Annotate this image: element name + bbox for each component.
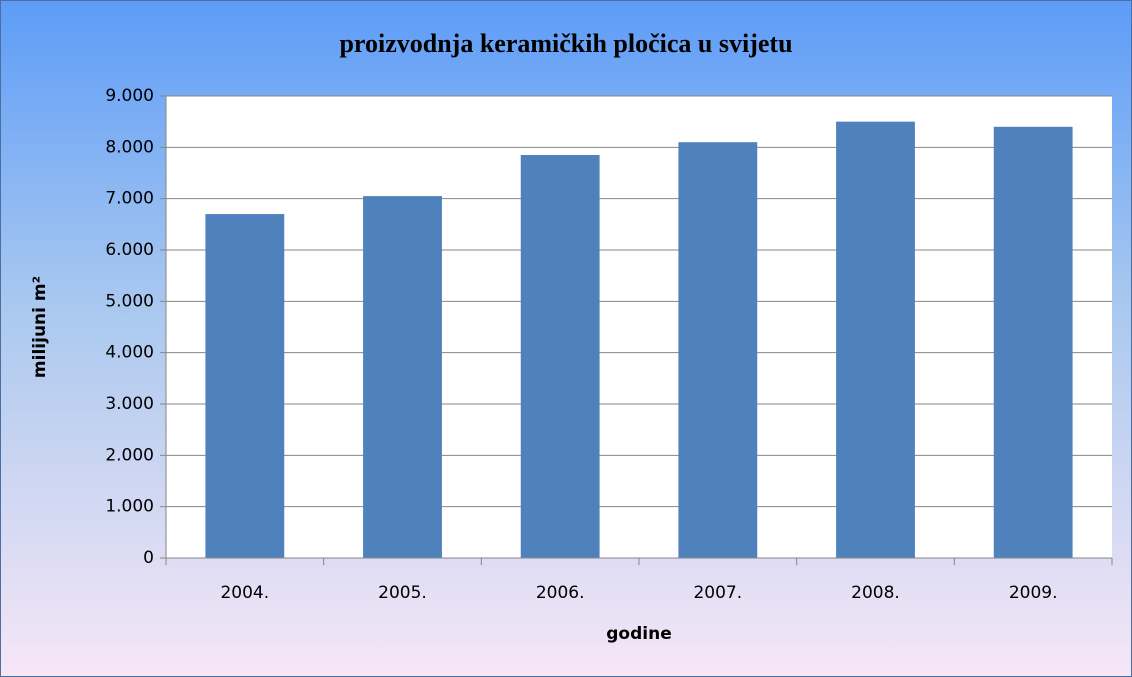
x-tick-label: 2009. [1009, 583, 1058, 603]
y-tick-label: 7.000 [105, 189, 154, 209]
bar [678, 142, 758, 558]
chart-title: proizvodnja keramičkih pločica u svijetu [339, 29, 792, 58]
y-tick-label: 2.000 [105, 445, 154, 465]
y-tick-label: 5.000 [105, 291, 154, 311]
x-tick-label: 2004. [220, 583, 269, 603]
y-tick-label: 9.000 [105, 86, 154, 106]
y-tick-label: 0 [143, 548, 154, 568]
y-tick-label: 3.000 [105, 394, 154, 414]
y-tick-label: 1.000 [105, 497, 154, 517]
x-tick-label: 2006. [536, 583, 585, 603]
y-axis-label: milijuni m² [30, 276, 50, 378]
bar [836, 121, 915, 559]
y-tick-label: 8.000 [105, 137, 154, 157]
x-tick-label: 2005. [378, 583, 427, 603]
y-tick-label: 6.000 [105, 240, 154, 260]
plot-area [166, 96, 1112, 558]
bar [363, 196, 442, 558]
x-tick-label: 2008. [851, 583, 900, 603]
x-tick-label: 2007. [693, 583, 742, 603]
x-axis-label: godine [606, 624, 671, 644]
bar [520, 155, 600, 559]
bar [993, 126, 1073, 559]
bar [205, 214, 285, 559]
y-tick-label: 4.000 [105, 343, 154, 363]
